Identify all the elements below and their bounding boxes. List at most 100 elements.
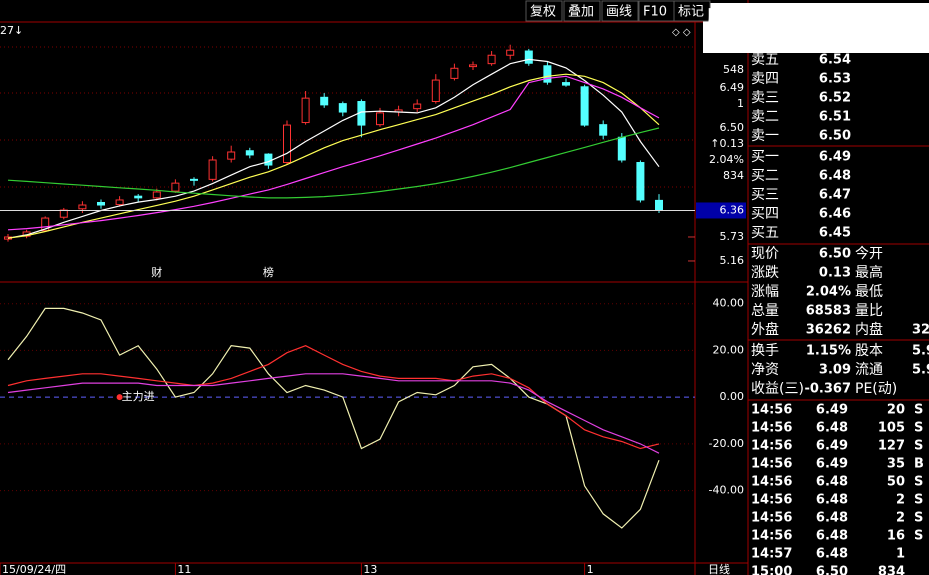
trade-volume: 1: [896, 547, 905, 562]
stat-label: 最低: [855, 284, 883, 300]
stat-label: 涨跌: [751, 265, 779, 281]
logo-name: 股海网: [707, 6, 767, 30]
side-value: 548: [723, 63, 744, 76]
candle-body: [227, 151, 236, 160]
indicator-line: [7, 345, 660, 450]
trade-side: S: [914, 439, 923, 454]
candle-body: [338, 103, 347, 113]
candle-body: [78, 204, 87, 210]
stat-label: 今开: [855, 246, 883, 262]
candle-body: [413, 103, 422, 110]
y-tick-label: 20.00: [713, 343, 745, 356]
trade-price: 6.48: [816, 493, 848, 508]
logo-background: [703, 3, 929, 53]
stat-label: 现价: [751, 246, 779, 262]
candle-body: [617, 136, 626, 161]
trade-volume: 105: [878, 421, 905, 436]
stat-label: 换手: [751, 342, 779, 359]
signal-dot: [116, 394, 123, 401]
candle-body: [208, 159, 217, 180]
stat-label: 总量: [751, 303, 779, 319]
toolbar-button-bg[interactable]: [563, 0, 601, 22]
stat-label: 股本: [855, 343, 883, 359]
toolbar-button[interactable]: 标记: [678, 5, 704, 20]
trade-price: 6.48: [816, 529, 848, 544]
indicator-line: [7, 73, 660, 239]
y-tick-label: -20.00: [709, 437, 744, 450]
toolbar-button[interactable]: 叠加: [568, 5, 594, 20]
y-tick-label: -40.00: [709, 484, 744, 497]
trade-side: S: [914, 421, 923, 436]
candle-body: [301, 97, 310, 124]
current-price-box: [696, 202, 746, 219]
icon: ◇ ◇: [672, 27, 691, 38]
indicator-line: [7, 58, 660, 239]
candle-body: [190, 178, 198, 181]
trade-price: 6.48: [816, 475, 848, 490]
candle-body: [171, 182, 180, 192]
trade-side: S: [914, 511, 923, 526]
toolbar-button-bg[interactable]: [673, 0, 711, 22]
toolbar-button[interactable]: 画线: [606, 5, 632, 20]
trade-time: 14:56: [751, 529, 792, 544]
y-tick-label: 5.16: [720, 254, 745, 267]
order-price: 6.51: [819, 110, 851, 125]
logo-slogan: 股票软件资源分享: [778, 10, 898, 28]
trade-volume: 127: [878, 439, 905, 454]
stat-label: 收益(三): [751, 381, 804, 397]
side-value: 6.49: [720, 81, 745, 94]
stat-label: 最高: [855, 264, 883, 281]
trade-volume: 50: [887, 475, 905, 490]
candle-body: [562, 82, 570, 86]
candle-body: [115, 199, 124, 206]
trade-side: S: [914, 493, 923, 508]
order-price: 6.47: [819, 188, 851, 203]
trade-time: 14:56: [751, 421, 792, 436]
toolbar-button-bg[interactable]: [601, 0, 639, 22]
trade-price: 6.48: [816, 511, 848, 526]
trade-price: 6.49: [816, 403, 848, 418]
candle-body: [599, 124, 608, 136]
date-label: 11: [177, 563, 191, 575]
trade-price: 6.48: [816, 421, 848, 436]
toolbar-button[interactable]: F10: [643, 5, 667, 20]
order-price: 6.48: [819, 169, 851, 184]
stat-label: 净资: [751, 362, 779, 378]
indicator-line: [7, 373, 660, 454]
order-price: 6.53: [819, 72, 851, 87]
stat-value: 68583: [806, 304, 851, 319]
order-label: 卖四: [751, 71, 779, 87]
side-value: 2.04%: [709, 153, 744, 166]
signal-label: 主力进: [122, 390, 155, 403]
toolbar-button-bg[interactable]: [525, 0, 563, 22]
stat-value: 5.9: [912, 363, 929, 378]
y-tick-label: 0.00: [720, 390, 745, 403]
candle-body: [376, 112, 384, 126]
timeframe-label: 日线: [708, 562, 730, 575]
order-price: 6.54: [819, 53, 851, 68]
candle-body: [41, 217, 50, 232]
side-value: 6.50: [720, 121, 745, 134]
trade-side: S: [914, 403, 923, 418]
trade-volume: 35: [887, 457, 905, 472]
toolbar-button[interactable]: 复权: [530, 4, 556, 20]
trade-price: 6.50: [816, 565, 848, 575]
order-label: 买三: [751, 187, 779, 203]
trade-price: 6.49: [816, 457, 848, 472]
trade-side: B: [914, 457, 924, 472]
candle-body: [450, 67, 459, 79]
candle-body: [636, 162, 645, 201]
trade-price: 6.48: [816, 547, 848, 562]
candle-body: [655, 199, 663, 211]
order-label: 卖五: [751, 52, 779, 68]
stat-label: 涨幅: [751, 284, 779, 300]
trade-side: S: [914, 529, 923, 544]
stat-value: 6.50: [819, 247, 851, 262]
candle-body: [97, 201, 105, 206]
stat-value: 0.13: [819, 266, 851, 281]
order-label: 买五: [751, 225, 779, 241]
candle-body: [506, 49, 515, 56]
event-marker: 财: [151, 265, 162, 279]
side-value: ↑0.13: [710, 137, 744, 150]
